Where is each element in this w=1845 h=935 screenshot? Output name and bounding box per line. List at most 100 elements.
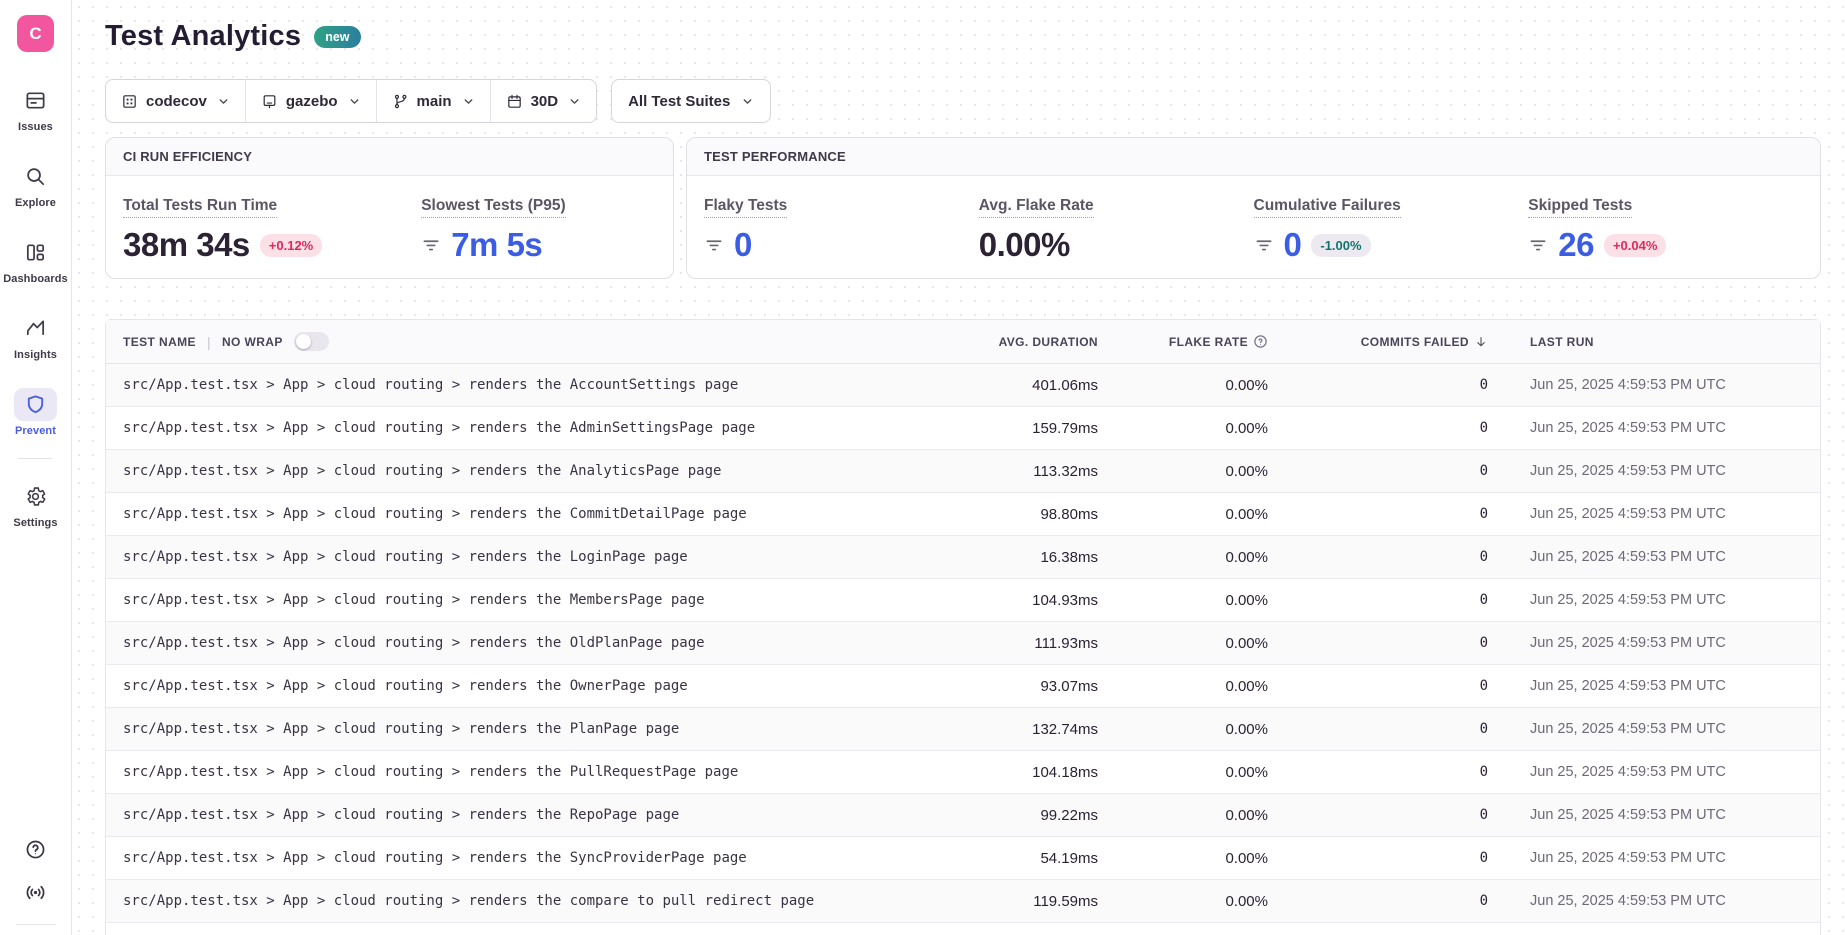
test-name-cell: src/App.test.tsx > App > cloud routing >… (123, 678, 688, 694)
date-range-dropdown[interactable]: 30D (489, 80, 597, 122)
commits-failed-cell: 0 (1479, 721, 1488, 737)
no-wrap-label: NO WRAP (221, 334, 283, 349)
table-row[interactable]: src/App.test.tsx > App > cloud routing >… (106, 794, 1820, 837)
branch-dropdown[interactable]: main (375, 80, 490, 122)
metric-value: 26 (1558, 226, 1594, 263)
flake-rate-cell: 0.00% (1225, 677, 1268, 695)
sidebar-item-settings[interactable]: Settings (13, 480, 57, 529)
sidebar-item-prevent[interactable]: Prevent (13, 388, 57, 437)
metric-value: 0 (734, 226, 752, 263)
summary-panels: CI RUN EFFICIENCY Total Tests Run Time 3… (105, 137, 1821, 279)
test-table-body: src/App.test.tsx > App > cloud routing >… (106, 364, 1820, 935)
test-suites-dropdown[interactable]: All Test Suites (611, 79, 772, 123)
delta-badge: -1.00% (1311, 233, 1371, 257)
metric-total-run-time: Total Tests Run Time 38m 34s +0.12% (123, 197, 421, 264)
avg-duration-cell: 104.18ms (1032, 763, 1098, 781)
metric-label[interactable]: Slowest Tests (P95) (421, 197, 566, 218)
sort-desc-icon (1477, 336, 1485, 346)
last-run-cell: Jun 25, 2025 4:59:53 PM UTC (1530, 592, 1726, 608)
flake-rate-cell: 0.00% (1225, 376, 1268, 394)
flake-rate-header[interactable]: FLAKE RATE (1100, 334, 1270, 349)
avg-duration-cell: 132.74ms (1032, 720, 1098, 738)
table-row[interactable]: src/App.test.tsx > App > cloud routing >… (106, 579, 1820, 622)
table-row[interactable]: src/App.test.tsx > App > cloud routing >… (106, 493, 1820, 536)
page-title: Test Analytics (105, 20, 302, 52)
test-name-cell: src/App.test.tsx > App > cloud routing >… (123, 635, 705, 651)
test-name-cell: src/App.test.tsx > App > cloud routing >… (123, 506, 747, 522)
sidebar-divider (18, 458, 53, 459)
metric-label[interactable]: Skipped Tests (1528, 197, 1633, 218)
metric-flaky-tests: Flaky Tests 0 (704, 197, 979, 264)
filter-funnel-icon[interactable] (1254, 235, 1274, 255)
test-name-cell: src/App.test.tsx > App > cloud routing >… (123, 592, 705, 608)
org-value: codecov (146, 92, 207, 110)
tests-table: TEST NAME | NO WRAP AVG. DURATION FLAKE … (105, 319, 1821, 935)
last-run-cell: Jun 25, 2025 4:59:53 PM UTC (1530, 764, 1726, 780)
issues-icon (14, 84, 57, 117)
last-run-cell: Jun 25, 2025 4:59:53 PM UTC (1530, 549, 1726, 565)
table-row[interactable]: src/App.test.tsx > App > cloud routing >… (106, 407, 1820, 450)
metric-label[interactable]: Cumulative Failures (1253, 197, 1401, 218)
metric-value: 7m 5s (451, 226, 543, 263)
sidebar: C Issues Explore Dashboa (0, 0, 72, 935)
last-run-cell: Jun 25, 2025 4:59:53 PM UTC (1530, 850, 1726, 866)
commits-failed-header[interactable]: COMMITS FAILED (1270, 335, 1490, 349)
main-content: Test Analytics new codecov gazebo (72, 0, 1845, 935)
broadcast-icon[interactable] (24, 881, 47, 904)
metric-label[interactable]: Total Tests Run Time (123, 197, 278, 218)
table-row[interactable]: src/App.test.tsx > App > cloud routing >… (106, 364, 1820, 407)
table-row[interactable]: src/App.test.tsx > App > cloud routing >… (106, 622, 1820, 665)
filter-funnel-icon[interactable] (1528, 235, 1548, 255)
metric-skipped-tests: Skipped Tests 26 +0.04% (1528, 197, 1803, 264)
commits-failed-cell: 0 (1479, 377, 1488, 393)
metric-label[interactable]: Flaky Tests (704, 197, 788, 218)
commits-failed-cell: 0 (1479, 420, 1488, 436)
repo-icon (263, 94, 276, 108)
test-name-cell: src/App.test.tsx > App > cloud routing >… (123, 420, 756, 436)
flake-rate-cell: 0.00% (1225, 505, 1268, 523)
repo-value: gazebo (285, 92, 338, 110)
metric-value: 38m 34s (123, 226, 250, 263)
sidebar-item-dashboards[interactable]: Dashboards (3, 236, 68, 285)
commits-failed-cell: 0 (1479, 549, 1488, 565)
flake-rate-cell: 0.00% (1225, 634, 1268, 652)
repo-dropdown[interactable]: gazebo (244, 80, 376, 122)
table-row[interactable]: src/App.test.tsx > App > cloud routing >… (106, 450, 1820, 493)
avg-duration-cell: 104.93ms (1032, 591, 1098, 609)
filter-funnel-icon[interactable] (421, 235, 441, 255)
toggle-knob (295, 334, 311, 349)
avg-duration-cell: 16.38ms (1040, 548, 1098, 566)
table-row[interactable]: src/App.test.tsx > App > cloud routing >… (106, 665, 1820, 708)
avg-duration-header[interactable]: AVG. DURATION (998, 334, 1098, 349)
table-row[interactable]: src/App.test.tsx > App > cloud routing >… (106, 837, 1820, 880)
app-logo[interactable]: C (17, 15, 54, 52)
flake-rate-cell: 0.00% (1225, 419, 1268, 437)
last-run-header[interactable]: LAST RUN (1530, 334, 1594, 349)
gear-icon (14, 480, 57, 513)
table-row[interactable]: src/App.test.tsx > App > cloud routing >… (106, 880, 1820, 923)
sidebar-item-label: Prevent (14, 425, 57, 437)
help-icon[interactable] (24, 838, 47, 861)
metric-label[interactable]: Avg. Flake Rate (978, 197, 1094, 218)
test-name-header: TEST NAME (123, 334, 196, 349)
chevron-down-icon (743, 98, 752, 104)
last-run-cell: Jun 25, 2025 4:59:53 PM UTC (1530, 377, 1726, 393)
flake-rate-cell: 0.00% (1225, 806, 1268, 824)
last-run-cell: Jun 25, 2025 4:59:53 PM UTC (1530, 678, 1726, 694)
sidebar-item-explore[interactable]: Explore (14, 160, 57, 209)
calendar-icon (507, 94, 521, 108)
table-row[interactable]: src/App.test.tsx > App > cloud routing >… (106, 536, 1820, 579)
sidebar-item-insights[interactable]: Insights (14, 312, 57, 361)
flake-rate-cell: 0.00% (1225, 849, 1268, 867)
branch-icon (394, 94, 407, 108)
org-dropdown[interactable]: codecov (106, 80, 245, 122)
sidebar-item-issues[interactable]: Issues (14, 84, 57, 133)
filter-funnel-icon[interactable] (704, 235, 724, 255)
last-run-cell: Jun 25, 2025 4:59:53 PM UTC (1530, 807, 1726, 823)
filter-bar: codecov gazebo main (105, 79, 1821, 123)
date-range-value: 30D (530, 92, 559, 110)
page-header: Test Analytics new (105, 16, 1821, 53)
table-row[interactable]: src/App.test.tsx > App > cloud routing >… (106, 751, 1820, 794)
table-row[interactable]: src/App.test.tsx > App > cloud routing >… (106, 708, 1820, 751)
no-wrap-toggle[interactable] (293, 332, 329, 351)
